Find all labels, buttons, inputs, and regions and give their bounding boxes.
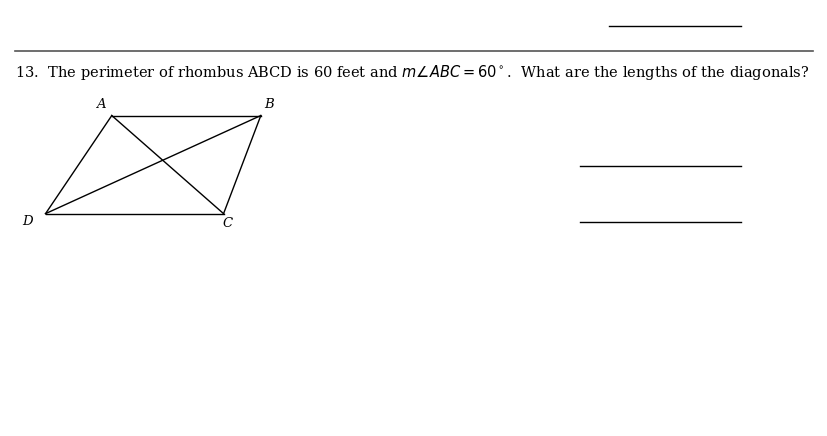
Text: 13.  The perimeter of rhombus ABCD is 60 feet and $m\angle ABC = 60^\circ$.  Wha: 13. The perimeter of rhombus ABCD is 60 …	[15, 63, 808, 82]
Text: D: D	[22, 215, 32, 228]
Text: A: A	[96, 98, 106, 111]
Text: B: B	[264, 98, 274, 111]
Text: C: C	[222, 217, 232, 230]
